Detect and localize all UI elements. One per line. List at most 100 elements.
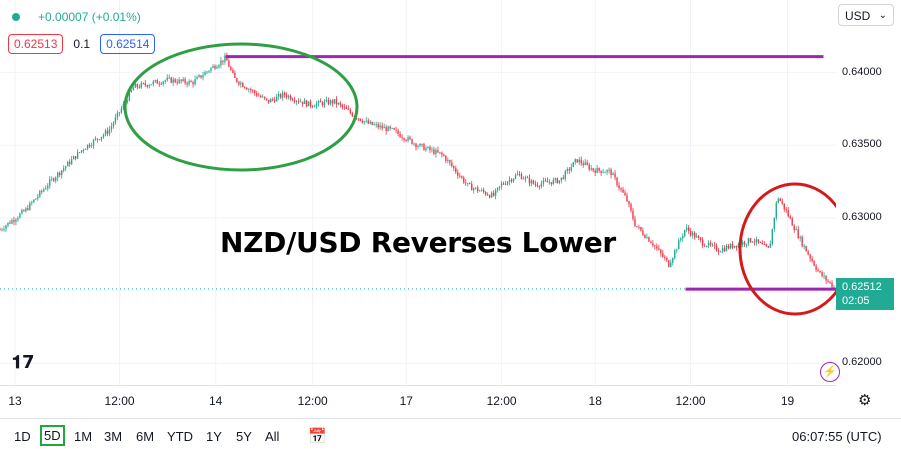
candle-body [395, 129, 397, 131]
candle-body [807, 251, 809, 255]
candle-body [118, 112, 121, 114]
candle-body [465, 182, 467, 184]
candle-body [287, 95, 290, 98]
candle-body [100, 136, 103, 140]
range-button-ytd[interactable]: YTD [167, 429, 193, 444]
candle-body [403, 138, 405, 141]
candle-body [345, 107, 348, 109]
chart-area[interactable] [0, 0, 852, 385]
candle-body [453, 166, 455, 169]
candle-body [359, 118, 361, 121]
candle-body [634, 218, 636, 227]
time-tick-label: 12:00 [104, 394, 135, 408]
range-button-6m[interactable]: 6M [136, 429, 155, 444]
candle-body [244, 86, 246, 88]
candle-body [829, 281, 831, 283]
candle-body [7, 222, 9, 226]
candle-body [536, 184, 539, 187]
settings-icon[interactable]: ⚙ [858, 392, 872, 409]
candle-body [21, 210, 23, 214]
candle-body [504, 184, 507, 185]
candle-body [232, 69, 234, 73]
candle-body [715, 245, 718, 251]
range-button-1y[interactable]: 1Y [206, 429, 222, 444]
candle-body [266, 98, 268, 100]
candle-body [751, 241, 754, 243]
candle-body [735, 245, 738, 248]
candle-body [9, 222, 11, 224]
candle-body [546, 180, 549, 183]
candle-body [825, 275, 827, 281]
candle-body [723, 248, 726, 251]
candle-body [781, 201, 783, 204]
candle-body [317, 100, 320, 104]
candle-body [70, 159, 73, 165]
candle-body [230, 66, 232, 70]
utc-clock[interactable]: 06:07:55 (UTC) [792, 429, 882, 444]
candle-body [385, 127, 387, 132]
candle-body [668, 260, 670, 267]
tradingview-logo-icon[interactable]: 𝟏𝟳 [12, 352, 35, 372]
candle-body [242, 82, 244, 87]
candle-body [313, 106, 316, 108]
lightning-icon[interactable]: ⚡ [820, 362, 840, 382]
market-status-icon [12, 13, 20, 21]
range-button-1m[interactable]: 1M [74, 429, 93, 444]
candle-body [371, 121, 373, 125]
candle-body [29, 202, 31, 210]
candle-body [691, 232, 694, 236]
candle-body [260, 95, 262, 98]
candle-body [488, 195, 491, 198]
candle-body [811, 258, 813, 262]
candle-body [168, 77, 170, 79]
trade-buttons: 0.62513 0.1 0.62514 [8, 34, 156, 54]
candle-body [200, 75, 202, 78]
candle-body [94, 138, 97, 140]
calendar-icon[interactable]: 📅 [308, 428, 327, 445]
spread-value: 0.1 [73, 37, 91, 51]
range-button-1d[interactable]: 1D [14, 429, 31, 444]
time-tick-label: 18 [588, 394, 602, 408]
candle-body [819, 271, 821, 273]
candle-body [622, 189, 624, 193]
candle-body [148, 85, 150, 87]
candle-body [146, 85, 148, 87]
candle-body [721, 248, 724, 252]
candle-body [186, 82, 188, 85]
candle-body [55, 177, 57, 181]
range-button-5y[interactable]: 5Y [236, 429, 252, 444]
time-tick-label: 13 [8, 394, 22, 408]
candle-body [176, 82, 178, 84]
candle-body [228, 60, 230, 67]
candle-body [110, 126, 113, 130]
candle-body [104, 130, 107, 135]
price-chart[interactable] [0, 0, 852, 385]
candle-body [680, 238, 682, 241]
candle-body [409, 137, 411, 140]
currency-selector[interactable]: USD ⌄ [838, 4, 894, 26]
candle-body [120, 108, 123, 113]
candle-body [612, 173, 614, 176]
candle-body [301, 101, 304, 104]
candle-body [268, 99, 270, 103]
time-axis[interactable]: 13 12:00 14 12:00 17 12:00 18 12:00 19 [0, 385, 836, 416]
candle-body [502, 183, 505, 185]
buy-button[interactable]: 0.62514 [100, 34, 156, 54]
range-button-3m[interactable]: 3M [104, 429, 123, 444]
candle-body [172, 79, 174, 83]
candle-body [182, 79, 184, 82]
candle-body [59, 172, 61, 175]
candle-body [122, 103, 125, 109]
range-button-5d[interactable]: 5D [40, 425, 65, 446]
candle-body [480, 189, 483, 191]
candle-body [646, 237, 648, 238]
candle-body [560, 177, 563, 181]
candle-body [80, 150, 83, 153]
sell-button[interactable]: 0.62513 [8, 34, 64, 54]
candle-body [518, 173, 521, 175]
candle-body [337, 102, 340, 105]
candle-body [78, 152, 81, 154]
range-button-all[interactable]: All [265, 429, 280, 444]
candle-body [307, 101, 310, 107]
